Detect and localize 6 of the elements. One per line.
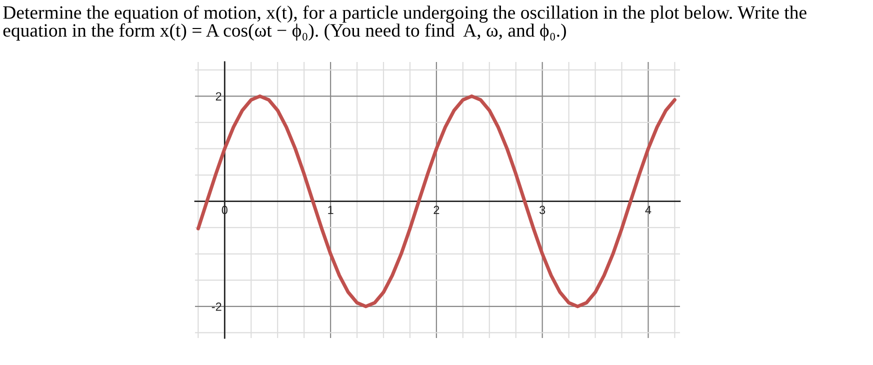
x-tick-label: 3 — [540, 206, 546, 214]
x-tick-label: 4 — [645, 206, 652, 214]
x-tick-label: 2 — [434, 206, 440, 214]
x-tick-label: 1 — [328, 206, 334, 214]
y-tick-label: -2 — [212, 302, 222, 311]
chart-title: Determine the equation of motion, x(t), for a particle undergoing the oscillation in the plot below. Write the equation in the form x(t) = A cos(ωt − ϕ₀). (You need to find A, ω, and ϕ₀.) — [3, 5, 806, 41]
